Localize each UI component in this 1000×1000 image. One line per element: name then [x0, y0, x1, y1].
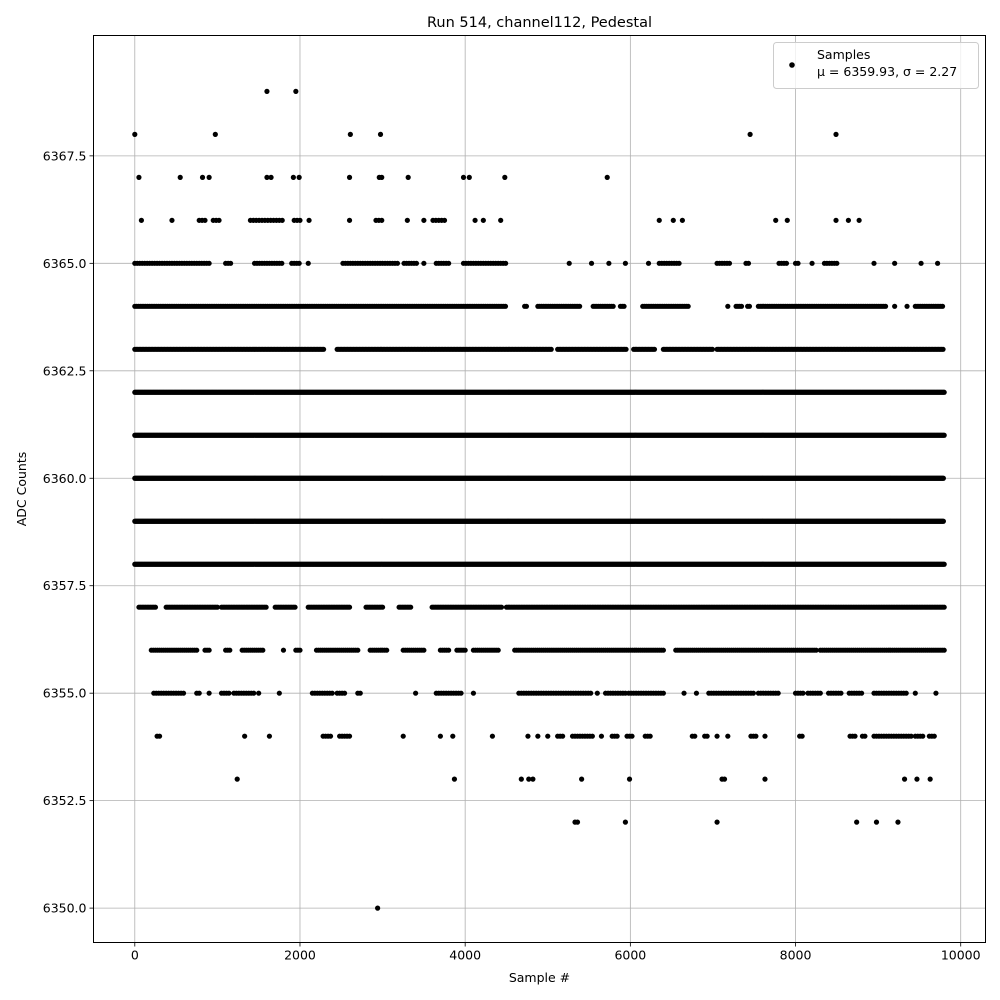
data-point [726, 260, 733, 266]
data-point [783, 260, 790, 266]
data-point [941, 432, 947, 438]
data-point [621, 303, 627, 309]
data-point [413, 260, 420, 266]
data-point [346, 217, 353, 223]
data-point [588, 260, 595, 266]
data-point [940, 518, 946, 524]
data-point [566, 260, 572, 266]
data-point [679, 217, 685, 223]
data-point [296, 260, 302, 266]
data-point [606, 260, 612, 266]
data-point [306, 217, 312, 223]
data-point [656, 217, 662, 223]
data-point [795, 260, 801, 266]
data-point [738, 303, 745, 309]
data-point [939, 303, 946, 309]
data-point [773, 217, 779, 223]
grid-lines [93, 35, 986, 943]
data-point [138, 217, 144, 223]
data-point [228, 260, 234, 266]
data-point [845, 217, 852, 223]
data-point [892, 303, 898, 309]
data-point [379, 217, 385, 223]
data-points [132, 88, 947, 911]
data-point [472, 217, 478, 223]
data-point [645, 260, 652, 266]
data-point [834, 260, 840, 266]
data-point [833, 217, 839, 223]
data-point [941, 561, 947, 567]
data-point [745, 260, 752, 266]
data-point [935, 260, 941, 266]
data-point [610, 303, 616, 309]
data-point [446, 260, 452, 266]
data-point [152, 604, 159, 610]
data-point [940, 475, 946, 481]
data-point [548, 346, 554, 352]
data-point [651, 346, 658, 352]
data-point [169, 217, 175, 223]
data-point [892, 260, 898, 266]
data-point [441, 217, 448, 223]
data-point [670, 217, 676, 223]
data-point [577, 303, 583, 309]
data-point [709, 346, 716, 352]
data-point [503, 260, 509, 266]
data-point [809, 260, 815, 266]
data-point [321, 346, 327, 352]
data-point [940, 346, 946, 352]
data-point [305, 260, 311, 266]
data-point [746, 303, 753, 309]
data-point [941, 389, 947, 395]
data-point [498, 217, 504, 223]
data-point [202, 217, 208, 223]
data-point [784, 217, 790, 223]
data-point [279, 217, 285, 223]
data-point [523, 303, 530, 309]
data-point [297, 217, 303, 223]
data-point [480, 217, 486, 223]
data-point [206, 260, 212, 266]
data-point [918, 260, 924, 266]
data-point [394, 260, 401, 266]
data-point [685, 303, 691, 309]
data-point [904, 303, 910, 309]
data-point [279, 260, 285, 266]
data-point [502, 303, 509, 309]
data-point [421, 260, 427, 266]
data-point [676, 260, 682, 266]
data-point [871, 260, 877, 266]
data-point [404, 217, 410, 223]
data-point [622, 260, 629, 266]
data-point [623, 346, 629, 352]
data-point [725, 303, 731, 309]
data-point [216, 217, 222, 223]
data-point [856, 217, 862, 223]
data-point [421, 217, 427, 223]
data-point [882, 303, 889, 309]
